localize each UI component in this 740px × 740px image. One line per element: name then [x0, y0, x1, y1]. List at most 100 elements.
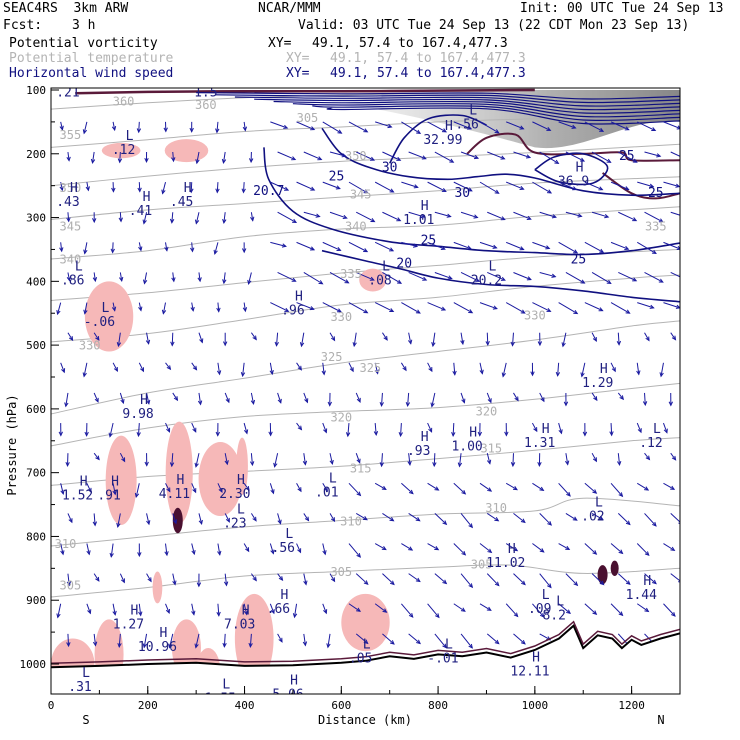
wind-vector	[322, 543, 327, 556]
wind-vector	[66, 272, 72, 282]
y-tick-label: 900	[26, 594, 46, 607]
wind-vector	[644, 211, 664, 223]
wind-vector	[348, 603, 362, 612]
wind-vector	[532, 302, 552, 312]
wind-vector	[112, 483, 117, 496]
theta-contour-label: 305	[471, 557, 493, 571]
wind-vector	[112, 362, 118, 372]
x-tick-label: 400	[235, 699, 255, 712]
wind-vector	[60, 362, 66, 374]
extremum-value: .12	[639, 436, 662, 451]
extremum-value: .91	[97, 488, 120, 503]
wind-vector	[453, 181, 473, 192]
theta-contour-325	[51, 320, 680, 415]
wind-vector	[539, 211, 557, 219]
wind-vector	[138, 362, 144, 373]
wind-vector	[452, 362, 457, 376]
wind-vector	[217, 483, 223, 494]
xy-value-pv: 49.1, 57.4 to 167.4,477.3	[312, 36, 508, 51]
wind-vector	[299, 332, 305, 348]
wind-contour-label: 20.7	[253, 184, 284, 199]
jet-wind-contour	[312, 105, 680, 122]
wind-vector	[662, 422, 668, 434]
extremum-value: 1.31	[524, 436, 555, 451]
wind-vector	[382, 332, 388, 341]
wind-vector	[144, 152, 149, 163]
wind-vector	[215, 423, 220, 437]
extremum-marker: H	[542, 422, 550, 437]
theta-contour-label: 325	[359, 361, 381, 375]
wind-vector	[142, 272, 148, 285]
extremum-marker: H	[295, 289, 303, 304]
jet-wind-contour	[292, 103, 680, 118]
wind-vector	[487, 272, 506, 281]
wind-vector	[329, 513, 336, 523]
wind-vector	[636, 482, 650, 491]
wind-vector	[292, 603, 298, 619]
wind-vector	[241, 182, 246, 194]
theta-contour-label: 330	[524, 309, 546, 323]
pv-contour-upper-2	[602, 172, 680, 200]
wind-vector	[434, 573, 448, 585]
wind-vector	[374, 181, 395, 193]
theta-contour-label: 360	[195, 98, 217, 112]
wind-vector	[270, 241, 287, 248]
wind-vector	[58, 423, 63, 437]
jet-wind-contour	[273, 100, 680, 114]
wind-vector	[617, 573, 631, 586]
wind-vector	[119, 392, 125, 405]
extremum-value: 1.29	[582, 376, 613, 391]
wind-vector	[164, 242, 169, 252]
extremum-value: 4.11	[159, 487, 190, 502]
wind-vector	[163, 121, 168, 133]
wind-vector	[479, 121, 500, 134]
extremum-marker: H	[80, 474, 88, 489]
extremum-marker: H	[237, 473, 245, 488]
wind-vector	[401, 241, 419, 248]
x-tick-label: 600	[331, 699, 351, 712]
wind-vector	[224, 453, 229, 466]
wind-vector	[348, 181, 369, 194]
wind-vector	[109, 543, 114, 558]
wind-vector	[322, 422, 328, 434]
wind-vector	[670, 513, 680, 524]
wind-vector	[617, 392, 624, 401]
endpoint-south: S	[82, 713, 89, 727]
wind-vector	[191, 543, 196, 556]
wind-vector	[110, 242, 115, 254]
theta-contour-label: 325	[321, 350, 343, 364]
y-tick-label: 800	[26, 530, 46, 543]
wind-vector	[213, 242, 219, 255]
wind-vector	[134, 483, 140, 499]
wind-vector	[460, 513, 474, 529]
pv-positive-region	[164, 139, 209, 163]
wind-vector	[407, 453, 412, 466]
wind-vector	[532, 181, 553, 194]
theta-contour-label: 350	[60, 181, 82, 195]
wind-vector	[539, 271, 557, 278]
wind-vector	[60, 543, 65, 556]
extremum-marker: H	[445, 119, 453, 134]
theta-contour-330	[51, 274, 680, 343]
wind-vector	[66, 573, 72, 587]
wind-vector	[322, 302, 342, 313]
wind-vector	[486, 512, 500, 522]
wind-vector	[591, 392, 598, 402]
wind-vector	[558, 422, 563, 435]
wind-vector	[296, 483, 302, 493]
wind-vector	[453, 121, 473, 130]
y-tick-label: 300	[26, 212, 46, 225]
wind-vector	[169, 453, 175, 468]
wind-vector	[137, 182, 142, 193]
wind-vector	[374, 302, 395, 313]
theta-contour-305	[51, 564, 680, 598]
extremum-value: 7.03	[224, 617, 255, 632]
wind-vector	[505, 302, 526, 314]
wind-vector	[138, 302, 143, 312]
wind-vector	[513, 392, 519, 402]
theta-contour-label: 315	[480, 441, 502, 455]
wind-vector	[479, 482, 493, 492]
extremum-marker: L	[653, 422, 661, 437]
wind-vector	[273, 453, 279, 468]
wind-vector	[86, 543, 91, 556]
